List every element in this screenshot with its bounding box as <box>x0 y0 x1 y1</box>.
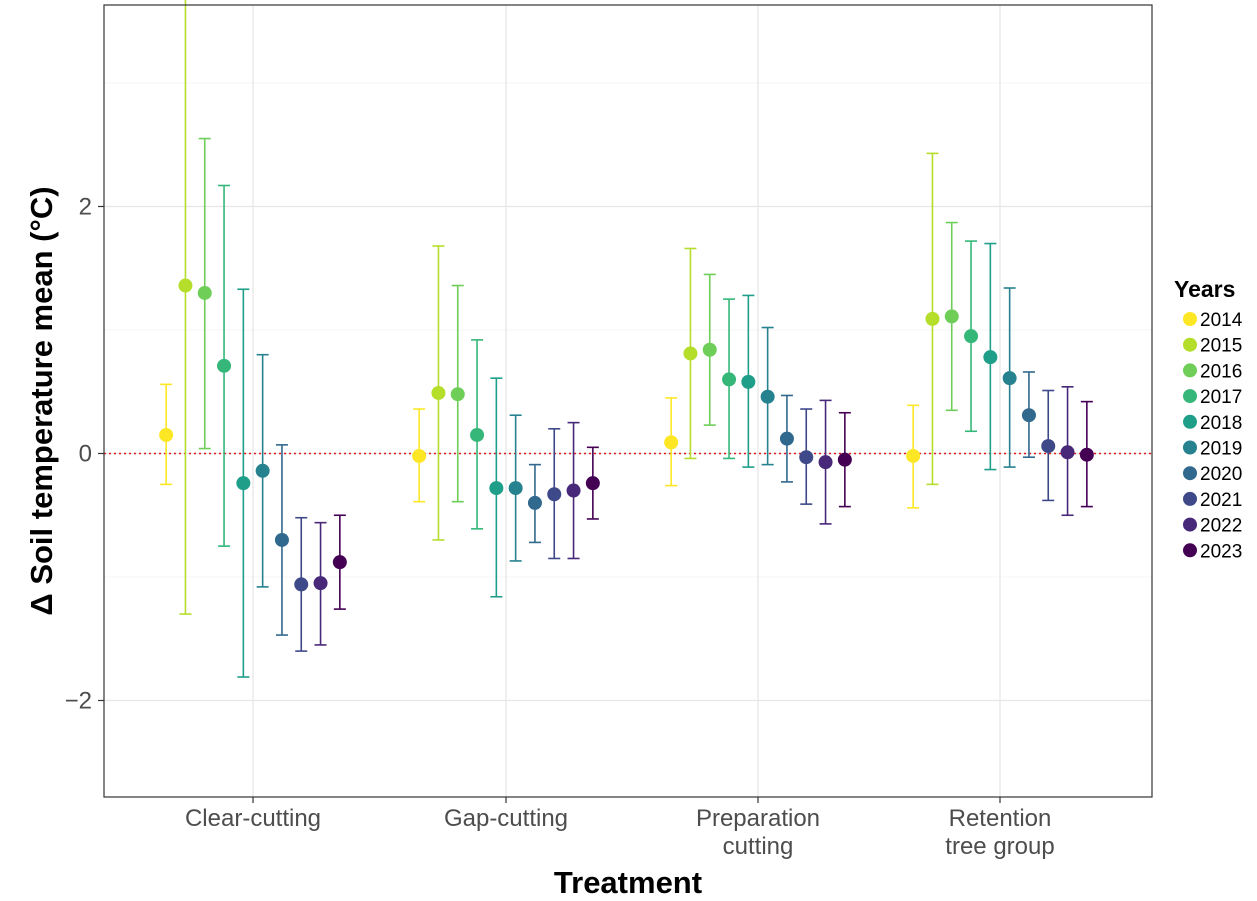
point-2014-preparation-cutting <box>664 435 679 450</box>
legend-label-2019: 2019 <box>1200 439 1242 460</box>
point-2017-gap-cutting <box>470 427 485 442</box>
x-tick-label-retention-tree-group: tree group <box>945 833 1054 860</box>
x-tick-label-preparation-cutting: cutting <box>723 833 794 860</box>
series-2017 <box>217 184 979 547</box>
legend-label-2021: 2021 <box>1200 490 1242 511</box>
legend-key-2018 <box>1183 414 1197 429</box>
point-2018-clear-cutting <box>236 476 251 491</box>
legend-label-2016: 2016 <box>1200 361 1242 382</box>
data-marks <box>159 0 1094 678</box>
series-2022 <box>313 386 1075 646</box>
series-2019 <box>255 287 1017 588</box>
point-2021-gap-cutting <box>547 487 562 502</box>
x-axis: Clear-cutting Gap-cutting Preparationcutti… <box>185 797 1055 860</box>
legend: Years 2014 2015 2016 2017 2018 2019 2020 2021 20… <box>1174 276 1243 562</box>
point-2016-gap-cutting <box>450 387 465 402</box>
legend-label-2017: 2017 <box>1200 387 1242 408</box>
x-axis-title: Treatment <box>554 865 702 900</box>
legend-key-2017 <box>1183 389 1197 404</box>
point-2023-preparation-cutting <box>837 452 852 467</box>
point-2015-clear-cutting <box>178 278 193 293</box>
point-2021-preparation-cutting <box>799 450 814 465</box>
y-tick-label: 2 <box>79 194 92 221</box>
point-2016-preparation-cutting <box>702 342 717 357</box>
point-2014-gap-cutting <box>412 448 427 463</box>
legend-label-2023: 2023 <box>1200 541 1242 562</box>
point-2017-retention-tree-group <box>964 329 979 344</box>
point-2022-retention-tree-group <box>1060 445 1075 460</box>
plot-panel-border <box>103 4 1153 798</box>
x-tick-label-retention-tree-group: Retention <box>949 805 1052 832</box>
point-2018-retention-tree-group <box>983 350 998 365</box>
y-tick-label: −2 <box>65 688 92 715</box>
point-2023-clear-cutting <box>332 555 347 570</box>
point-2023-retention-tree-group <box>1079 447 1094 462</box>
series-2014 <box>159 383 921 509</box>
legend-label-2015: 2015 <box>1200 336 1242 357</box>
legend-label-2018: 2018 <box>1200 413 1242 434</box>
x-tick-label-gap-cutting: Gap-cutting <box>444 805 568 832</box>
legend-label-2022: 2022 <box>1200 516 1242 537</box>
series-2020 <box>274 371 1036 636</box>
point-2020-gap-cutting <box>527 495 542 510</box>
legend-key-2019 <box>1183 440 1197 455</box>
point-2021-retention-tree-group <box>1041 439 1056 454</box>
point-2017-preparation-cutting <box>722 372 737 387</box>
legend-title: Years <box>1174 276 1235 302</box>
legend-label-2020: 2020 <box>1200 464 1242 485</box>
point-2016-retention-tree-group <box>944 309 959 324</box>
point-2020-clear-cutting <box>274 532 289 547</box>
y-tick-label: 0 <box>79 441 92 468</box>
point-2015-gap-cutting <box>431 385 446 400</box>
point-2019-preparation-cutting <box>760 389 775 404</box>
point-2022-clear-cutting <box>313 576 328 591</box>
legend-key-2015 <box>1183 337 1197 352</box>
x-tick-label-preparation-cutting: Preparation <box>696 805 820 832</box>
point-2019-clear-cutting <box>255 463 270 478</box>
series-2016 <box>197 137 959 503</box>
point-2019-retention-tree-group <box>1002 371 1017 386</box>
point-2021-clear-cutting <box>294 577 309 592</box>
point-2014-clear-cutting <box>159 427 174 442</box>
point-2022-preparation-cutting <box>818 455 833 470</box>
y-axis: −2024 <box>65 194 104 715</box>
series-2023 <box>332 400 1094 610</box>
point-2023-gap-cutting <box>585 476 600 491</box>
legend-key-2016 <box>1183 363 1197 378</box>
legend-key-2022 <box>1183 517 1197 532</box>
point-2014-retention-tree-group <box>906 448 921 463</box>
series-2015 <box>178 0 940 615</box>
legend-key-2014 <box>1183 312 1197 326</box>
point-2015-preparation-cutting <box>683 346 698 361</box>
series-2021 <box>294 389 1056 652</box>
point-2018-gap-cutting <box>489 481 504 496</box>
point-2020-retention-tree-group <box>1021 408 1036 423</box>
legend-key-2020 <box>1183 466 1197 481</box>
x-tick-label-clear-cutting: Clear-cutting <box>185 805 321 832</box>
legend-label-2014: 2014 <box>1200 310 1243 331</box>
y-axis-title: Δ Soil temperature mean (°C) <box>24 186 59 615</box>
legend-key-2023 <box>1183 543 1197 558</box>
legend-key-2021 <box>1183 491 1197 506</box>
point-2018-preparation-cutting <box>741 374 756 389</box>
grid <box>104 5 1152 797</box>
point-2020-preparation-cutting <box>779 431 794 446</box>
point-2019-gap-cutting <box>508 481 523 496</box>
series-2018 <box>236 242 998 678</box>
point-2015-retention-tree-group <box>925 311 940 326</box>
plot-panel-background <box>104 5 1152 797</box>
point-2022-gap-cutting <box>566 483 581 498</box>
point-2017-clear-cutting <box>217 358 232 373</box>
point-2016-clear-cutting <box>197 285 212 300</box>
